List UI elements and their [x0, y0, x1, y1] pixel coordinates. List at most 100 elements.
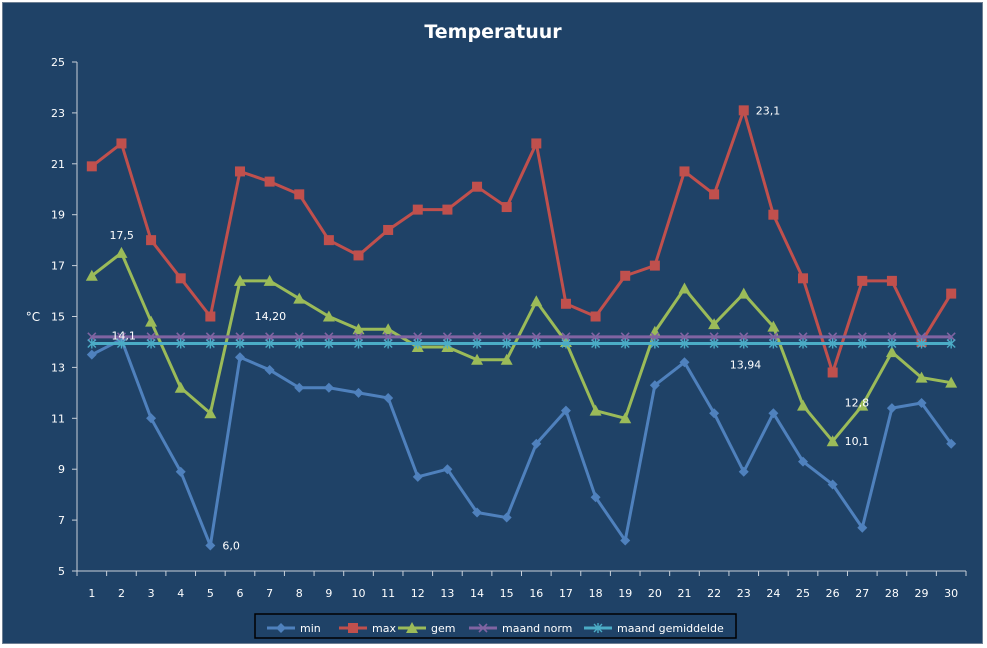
- data-point-maand-gemiddelde: [946, 338, 956, 349]
- y-tick-label: 5: [58, 565, 65, 578]
- data-point-max: [205, 311, 216, 322]
- data-point-maand-norm: [116, 332, 127, 342]
- x-tick-label: 20: [648, 587, 662, 600]
- data-point-min: [560, 405, 571, 416]
- data-point-gem: [767, 320, 780, 332]
- data-point-min: [501, 512, 512, 523]
- data-point-maand-gemiddelde: [146, 338, 156, 349]
- data-point-gem: [856, 399, 869, 411]
- data-point-min: [857, 522, 868, 533]
- x-tick-label: 24: [766, 587, 780, 600]
- data-point-max: [442, 204, 453, 215]
- data-point-maand-norm: [591, 332, 601, 342]
- data-point-max: [86, 161, 97, 172]
- legend-swatch-marker: [478, 623, 488, 633]
- data-point-maand-norm: [709, 332, 719, 342]
- legend-item-maand-norm: maand norm: [469, 622, 572, 635]
- x-tick-label: 6: [236, 587, 243, 600]
- data-point-max: [768, 209, 779, 220]
- data-point-gem: [174, 381, 187, 393]
- x-tick-label: 29: [915, 587, 929, 600]
- data-point-maand-norm: [87, 332, 97, 342]
- series-gem: [85, 246, 958, 447]
- data-point-maand-gemiddelde: [857, 338, 867, 349]
- data-point-min: [916, 398, 927, 409]
- data-point-maand-norm: [916, 332, 927, 342]
- data-point-maand-gemiddelde: [531, 338, 541, 349]
- x-tick-label: 12: [411, 587, 425, 600]
- data-point-min: [649, 380, 660, 391]
- data-point-gem: [263, 274, 276, 286]
- data-point-max: [353, 250, 364, 261]
- data-point-max: [798, 273, 809, 284]
- data-point-max: [649, 260, 660, 271]
- y-tick-label: 21: [51, 158, 65, 171]
- data-point-maand-norm: [235, 332, 245, 342]
- data-point-max: [116, 138, 127, 149]
- data-point-min: [620, 535, 631, 546]
- data-label: 12,8: [845, 396, 870, 409]
- data-point-max: [472, 181, 483, 192]
- legend-swatch-marker: [406, 622, 418, 633]
- data-point-maand-norm: [946, 332, 956, 342]
- legend-label: max: [372, 622, 396, 635]
- data-point-maand-gemiddelde: [650, 338, 660, 349]
- data-point-maand-norm: [650, 332, 660, 342]
- data-point-min: [709, 408, 720, 419]
- data-point-maand-norm: [828, 332, 838, 342]
- legend-item-maand-gemiddelde: maand gemiddelde: [584, 622, 724, 635]
- y-tick-label: 15: [51, 311, 65, 324]
- series-maand-norm: [87, 332, 956, 342]
- data-label: 17,5: [109, 229, 134, 242]
- data-point-max: [146, 235, 157, 246]
- data-point-maand-norm: [887, 332, 897, 342]
- data-point-min: [175, 466, 186, 477]
- data-point-min: [590, 492, 601, 503]
- data-label: 10,1: [845, 435, 870, 448]
- data-point-gem: [293, 292, 306, 304]
- x-tick-label: 26: [826, 587, 840, 600]
- data-point-max: [383, 224, 394, 235]
- data-point-maand-norm: [739, 332, 749, 342]
- data-point-max: [294, 189, 305, 200]
- data-point-min: [531, 438, 542, 449]
- data-point-maand-norm: [413, 332, 423, 342]
- data-point-gem: [589, 404, 602, 416]
- data-point-min: [383, 392, 394, 403]
- data-point-min: [294, 382, 305, 393]
- data-point-gem: [352, 323, 365, 335]
- data-point-max: [886, 275, 897, 286]
- legend-swatch-marker: [348, 623, 358, 633]
- data-point-maand-norm: [620, 332, 630, 342]
- data-label: 14,20: [255, 310, 287, 323]
- data-point-maand-gemiddelde: [768, 338, 778, 349]
- data-point-min: [205, 540, 216, 551]
- series-line-max: [90, 108, 953, 374]
- legend-label: gem: [431, 622, 455, 635]
- data-point-min: [738, 466, 749, 477]
- series-layer: [85, 105, 958, 551]
- data-point-max: [234, 166, 245, 177]
- data-point-gem: [530, 295, 543, 307]
- data-point-maand-gemiddelde: [87, 338, 97, 349]
- x-tick-label: 13: [440, 587, 454, 600]
- data-point-min: [768, 408, 779, 419]
- data-point-maand-gemiddelde: [442, 338, 452, 349]
- y-tick-label: 17: [51, 260, 65, 273]
- data-point-gem: [115, 246, 128, 258]
- data-point-maand-norm: [502, 332, 512, 342]
- legend-label: maand norm: [502, 622, 572, 635]
- data-point-max: [827, 367, 838, 378]
- data-point-maand-gemiddelde: [591, 338, 601, 349]
- data-point-gem: [322, 310, 335, 322]
- data-point-maand-gemiddelde: [887, 338, 897, 349]
- data-point-min: [679, 357, 690, 368]
- data-point-maand-gemiddelde: [235, 338, 245, 349]
- data-point-maand-norm: [146, 332, 156, 342]
- data-point-max: [738, 105, 749, 116]
- data-point-max: [531, 138, 542, 149]
- data-point-maand-gemiddelde: [679, 338, 689, 349]
- data-point-max: [560, 298, 571, 309]
- data-point-max: [620, 270, 631, 281]
- data-point-maand-gemiddelde: [620, 338, 630, 349]
